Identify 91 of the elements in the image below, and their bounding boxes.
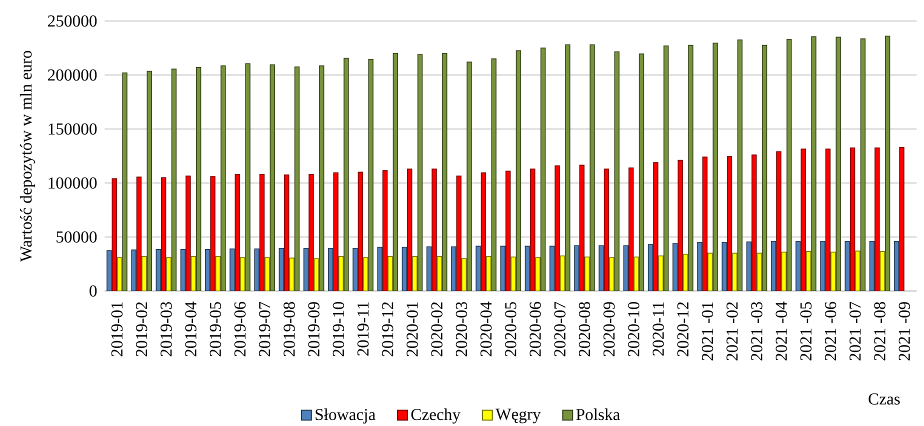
bar bbox=[136, 176, 142, 291]
x-tick-label: 2021 -09 bbox=[898, 302, 910, 360]
bar bbox=[480, 172, 486, 291]
x-tick-label: 2019-12 bbox=[382, 302, 394, 356]
x-tick-label: 2019-10 bbox=[332, 302, 344, 356]
x-tick-label: 2019-06 bbox=[234, 302, 246, 356]
y-tick-label: 100000 bbox=[48, 177, 97, 189]
bar bbox=[278, 248, 284, 291]
bar bbox=[204, 249, 210, 291]
bar bbox=[476, 246, 481, 291]
bar bbox=[726, 156, 732, 291]
bar bbox=[230, 248, 235, 291]
bar bbox=[516, 50, 522, 291]
x-tick-label: 2020-05 bbox=[505, 302, 516, 356]
x-tick-label: 2019-03 bbox=[160, 302, 172, 356]
x-tick-label: 2020-03 bbox=[456, 302, 468, 356]
x-tick-label: 2021 -01 bbox=[702, 302, 714, 360]
y-tick-label: 250000 bbox=[48, 15, 97, 27]
legend-label: Polska bbox=[576, 408, 620, 420]
bar bbox=[106, 250, 112, 291]
bar bbox=[623, 245, 628, 291]
x-tick-label: 2020-09 bbox=[603, 302, 615, 356]
bar bbox=[770, 240, 776, 291]
x-tick-label: 2019-04 bbox=[185, 302, 196, 356]
bar bbox=[796, 240, 801, 291]
x-tick-label: 2020-08 bbox=[578, 302, 590, 356]
x-tick-label: 2020-01 bbox=[406, 302, 418, 356]
x-tick-label: 2020-02 bbox=[431, 302, 442, 356]
bar bbox=[844, 240, 850, 291]
y-tick-label: 0 bbox=[90, 285, 97, 297]
bar bbox=[549, 246, 555, 291]
bar bbox=[451, 246, 456, 291]
bar bbox=[131, 250, 136, 291]
bar bbox=[417, 54, 423, 291]
y-tick-label: 50000 bbox=[56, 231, 97, 243]
x-axis-title: Czas bbox=[868, 393, 900, 405]
bar bbox=[524, 246, 530, 291]
legend-label: Słowacja bbox=[316, 408, 376, 424]
x-tick-label: 2020-10 bbox=[628, 302, 640, 356]
y-axis-title: Wartość depozytów w mln euro bbox=[20, 50, 36, 262]
x-tick-label: 2021 -08 bbox=[874, 302, 886, 360]
bar bbox=[604, 168, 610, 291]
x-tick-label: 2020-04 bbox=[480, 302, 492, 356]
bar bbox=[648, 244, 654, 291]
bar bbox=[697, 242, 702, 291]
legend-label: Czechy bbox=[411, 408, 461, 424]
x-tick-label: 2021 -03 bbox=[751, 302, 762, 360]
bar bbox=[377, 246, 382, 291]
bar bbox=[328, 248, 334, 291]
x-tick-label: 2019-05 bbox=[210, 302, 222, 356]
legend-label: Węgry bbox=[496, 408, 541, 424]
x-tick-label: 2020-06 bbox=[530, 302, 541, 356]
bar bbox=[352, 248, 358, 291]
x-tick-label: 2021 -06 bbox=[824, 302, 836, 360]
x-tick-label: 2021 -02 bbox=[726, 302, 738, 360]
x-tick-label: 2019-09 bbox=[308, 302, 320, 356]
bar bbox=[746, 241, 752, 291]
bar bbox=[820, 240, 826, 291]
bar bbox=[722, 242, 727, 291]
x-tick-label: 2019-08 bbox=[284, 302, 295, 356]
bar bbox=[894, 240, 900, 291]
bar bbox=[574, 245, 580, 291]
bar bbox=[500, 246, 506, 291]
x-tick-label: 2019-11 bbox=[357, 302, 369, 356]
bar bbox=[294, 66, 300, 291]
bar bbox=[426, 246, 432, 291]
bar bbox=[303, 248, 309, 291]
bar bbox=[598, 245, 604, 291]
x-tick-label: 2021 -07 bbox=[850, 302, 861, 360]
bar bbox=[156, 249, 161, 291]
bar bbox=[254, 248, 260, 291]
x-tick-label: 2021 -04 bbox=[776, 302, 787, 360]
bar bbox=[638, 54, 644, 291]
x-tick-label: 2019-01 bbox=[111, 302, 123, 356]
y-tick-label: 200000 bbox=[48, 69, 97, 81]
bar bbox=[869, 240, 875, 291]
bar bbox=[171, 68, 177, 291]
x-tick-label: 2019-07 bbox=[258, 302, 270, 356]
bar bbox=[180, 249, 186, 291]
y-tick-label: 150000 bbox=[48, 123, 97, 135]
x-tick-label: 2020-12 bbox=[677, 302, 689, 356]
x-tick-label: 2020-07 bbox=[554, 302, 566, 356]
bar bbox=[382, 170, 388, 291]
x-tick-label: 2019-02 bbox=[136, 302, 148, 356]
x-tick-label: 2021 -05 bbox=[800, 302, 812, 360]
bar bbox=[259, 174, 265, 291]
bar bbox=[672, 243, 678, 291]
bar bbox=[762, 44, 768, 291]
bar bbox=[402, 246, 408, 291]
x-tick-label: 2020-11 bbox=[652, 302, 664, 356]
bar bbox=[860, 38, 866, 291]
